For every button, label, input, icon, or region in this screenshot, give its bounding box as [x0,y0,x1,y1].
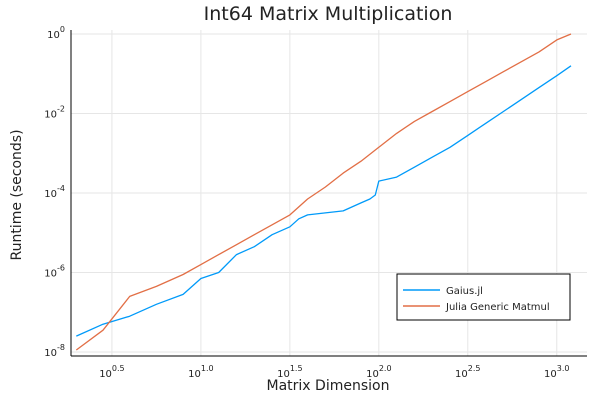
x-tick-label: 102.0 [366,364,391,380]
series-layer [75,33,572,351]
tick-labels: 100.5 101.0 101.5 102.0 102.5 103.0 100 10-2 10-… [44,25,569,380]
x-tick-label: 102.5 [455,364,480,380]
legend: Gaius.jl Julia Generic Matmul [396,273,571,321]
series-line-gaius-jl [76,65,572,337]
legend-label-gaius: Gaius.jl [446,286,483,297]
y-tick-label: 100 [47,25,65,41]
y-tick-label: 10-6 [44,264,65,280]
series-line-julia-generic-matmul [75,33,572,351]
x-axis-label: Matrix Dimension [267,378,390,394]
chart-title: Int64 Matrix Multiplication [204,3,453,25]
x-tick-label: 100.5 [99,364,124,380]
y-axis-label: Runtime (seconds) [9,129,25,260]
y-tick-label: 10-8 [44,343,65,359]
axes [70,30,587,357]
x-tick-label: 101.0 [188,364,213,380]
grid [71,30,587,356]
y-tick-label: 10-4 [44,184,65,200]
x-tick-label: 103.0 [544,364,569,380]
x-tick-label: 101.5 [277,364,302,380]
legend-label-julia-generic: Julia Generic Matmul [445,302,550,313]
legend-box [396,273,571,321]
y-tick-label: 10-2 [44,104,65,120]
